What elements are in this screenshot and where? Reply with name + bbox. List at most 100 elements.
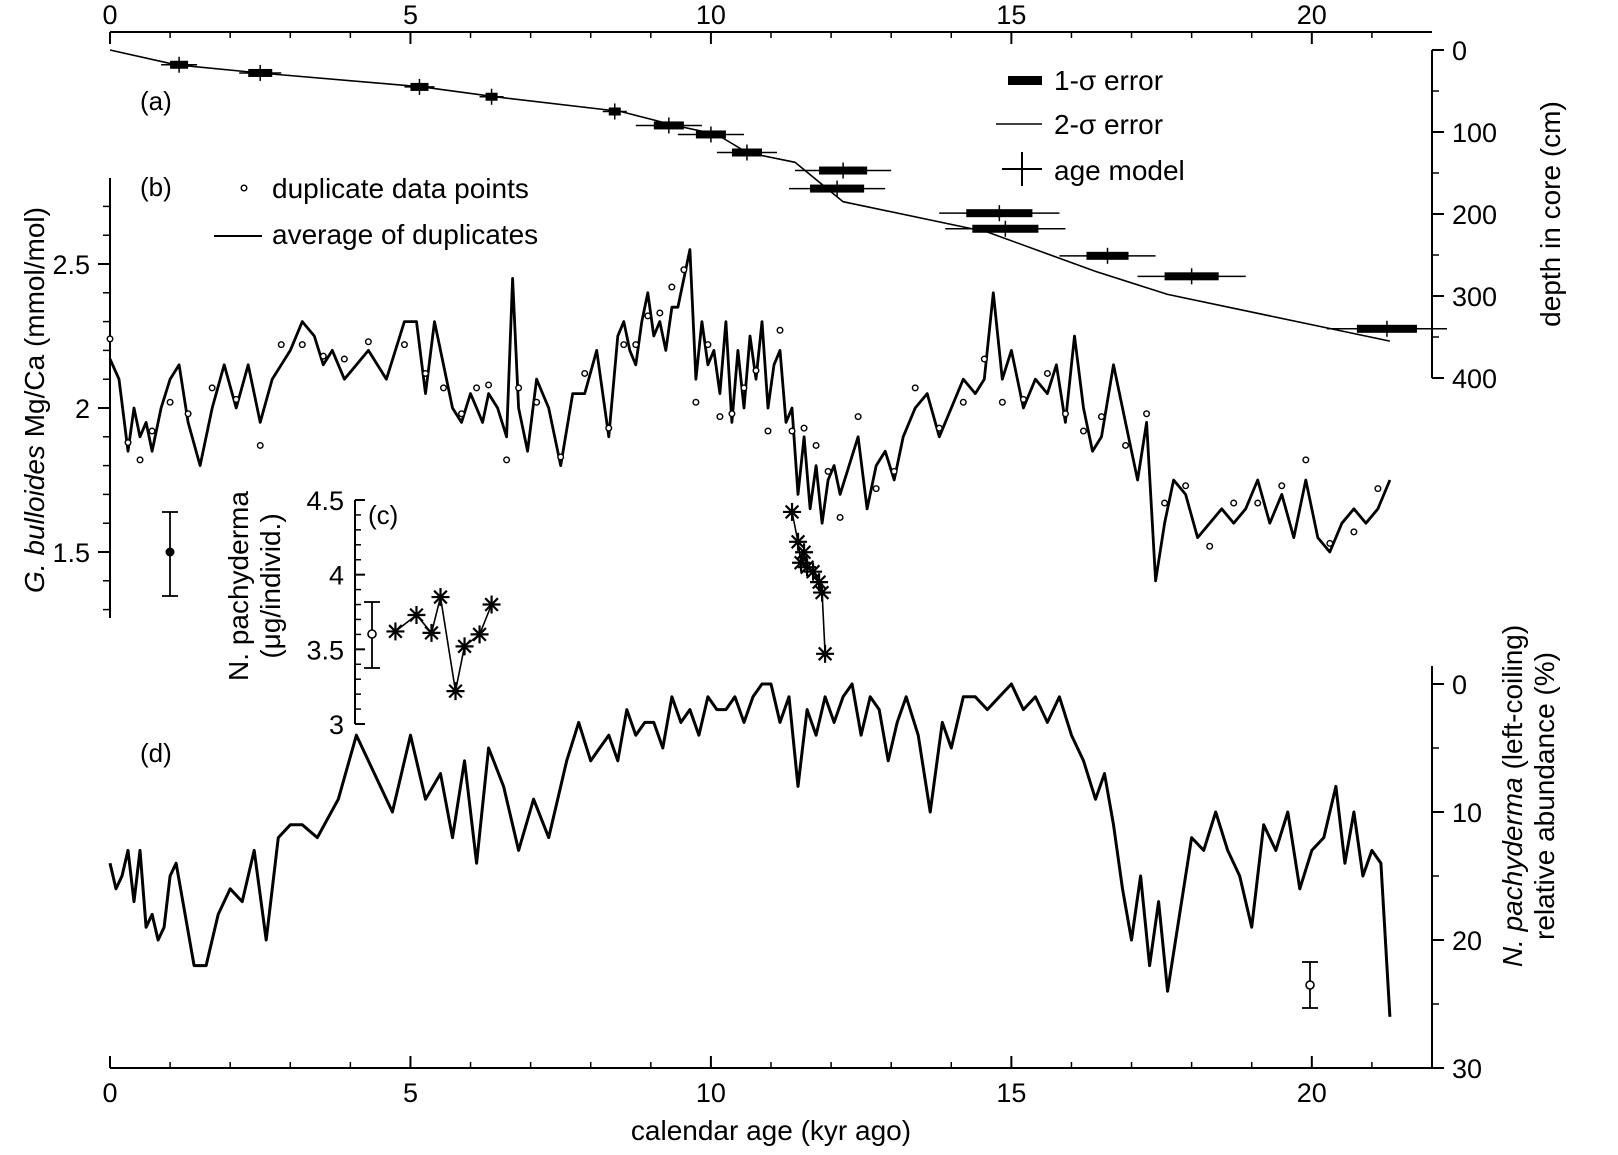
mgca-duplicate-point xyxy=(106,335,114,343)
mgca-tick-label: 2.5 xyxy=(52,250,90,280)
legend-one-sigma-label: 1-σ error xyxy=(1054,65,1163,96)
top-x-tick-label: 10 xyxy=(696,0,726,30)
weight-line-early xyxy=(394,596,493,692)
mgca-duplicate-point xyxy=(298,341,306,349)
mgca-duplicate-point xyxy=(277,341,285,349)
mgca-duplicate-point xyxy=(692,398,700,406)
mgca-duplicate-point xyxy=(1079,427,1087,435)
mgca-duplicate-point xyxy=(824,467,832,475)
mgca-duplicate-point xyxy=(890,467,898,475)
abundance-axis-title-italic: N. pachyderma xyxy=(1497,777,1528,967)
weight-point xyxy=(386,622,405,641)
weight-point xyxy=(813,583,832,602)
mgca-axis-title-italic: G. bulloides xyxy=(19,445,50,593)
depth-tick-label: 100 xyxy=(1452,118,1497,148)
weight-point-arm xyxy=(388,624,403,639)
weight-tick-label: 4 xyxy=(329,561,344,591)
abundance-axis-title-1: N. pachyderma (left-coiling) xyxy=(1497,625,1528,967)
abundance-axis-title-2: relative abundance (%) xyxy=(1529,652,1560,940)
top-x-tick-label: 0 xyxy=(102,0,117,30)
top-x-tick-label: 20 xyxy=(1297,0,1327,30)
legend-average-label: average of duplicates xyxy=(272,219,538,250)
weight-point xyxy=(455,637,474,656)
mgca-duplicate-point xyxy=(319,352,327,360)
mgca-duplicate-point xyxy=(503,456,511,464)
mgca-duplicate-point xyxy=(854,413,862,421)
mgca-duplicate-point xyxy=(812,441,820,449)
weight-point-arm xyxy=(796,545,812,560)
mgca-duplicate-point xyxy=(364,338,372,346)
mgca-duplicate-point xyxy=(632,341,640,349)
weight-point xyxy=(431,588,450,607)
mgca-duplicate-point xyxy=(515,384,523,392)
weight-axis-title-2: (μg/individ.) xyxy=(255,513,286,658)
mgca-duplicate-point xyxy=(752,367,760,375)
mgca-duplicate-point xyxy=(668,283,676,291)
mgca-duplicate-point xyxy=(136,456,144,464)
weight-point-arm xyxy=(424,625,439,641)
weight-point xyxy=(804,562,823,581)
mgca-duplicate-point xyxy=(1061,410,1069,418)
mgca-average-line xyxy=(108,248,1392,583)
mgca-duplicate-point xyxy=(1326,539,1334,547)
mgca-duplicate-point xyxy=(704,341,712,349)
panel-d-label: (d) xyxy=(140,738,172,768)
mgca-duplicate-point xyxy=(1230,499,1238,507)
mgca-duplicate-point xyxy=(1043,369,1051,377)
mgca-duplicate-point xyxy=(728,410,736,418)
weight-point xyxy=(422,623,441,642)
bottom-x-tick-label: 0 xyxy=(102,1078,117,1108)
mgca-duplicate-point xyxy=(1019,395,1027,403)
abundance-tick-label: 10 xyxy=(1452,798,1482,828)
abundance-tick-label: 30 xyxy=(1452,1054,1482,1084)
mgca-duplicate-point xyxy=(184,410,192,418)
mgca-tick-label: 2 xyxy=(75,394,90,424)
weight-point xyxy=(783,502,802,521)
mgca-duplicate-point xyxy=(1254,499,1262,507)
legend-two-sigma-label: 2-σ error xyxy=(1054,109,1163,140)
weight-point xyxy=(407,605,426,624)
mgca-duplicate-point xyxy=(581,369,589,377)
mgca-duplicate-point xyxy=(208,384,216,392)
bottom-x-tick-label: 15 xyxy=(996,1078,1026,1108)
weight-point xyxy=(795,543,814,562)
mgca-duplicate-point xyxy=(400,341,408,349)
abundance-tick-label: 20 xyxy=(1452,926,1482,956)
mgca-tick-label: 1.5 xyxy=(52,538,90,568)
mgca-duplicate-point xyxy=(148,427,156,435)
depth-tick-label: 400 xyxy=(1452,364,1497,394)
weight-point-arm xyxy=(814,585,830,600)
mgca-duplicate-point xyxy=(440,384,448,392)
abundance-tick-label: 0 xyxy=(1452,670,1467,700)
weight-point xyxy=(810,573,829,592)
mgca-duplicate-point xyxy=(800,424,808,432)
mgca-duplicate-point xyxy=(1350,528,1358,536)
weight-error-point xyxy=(367,629,377,639)
depth-tick-label: 300 xyxy=(1452,282,1497,312)
mgca-duplicate-point xyxy=(421,369,429,377)
series-layer xyxy=(106,49,1448,1017)
mgca-duplicate-point xyxy=(644,312,652,320)
mgca-duplicate-point xyxy=(605,424,613,432)
mgca-duplicate-point xyxy=(716,413,724,421)
mgca-duplicate-point xyxy=(980,355,988,363)
mgca-duplicate-point xyxy=(776,326,784,334)
weight-point xyxy=(446,682,465,701)
weight-point-arm xyxy=(790,534,806,549)
mgca-duplicate-point xyxy=(788,427,796,435)
mgca-duplicate-point xyxy=(1278,482,1286,490)
mgca-duplicate-point xyxy=(473,384,481,392)
depth-tick-label: 0 xyxy=(1452,36,1467,66)
abundance-line xyxy=(108,682,1392,1017)
mgca-error-point xyxy=(165,547,175,557)
legend-one-sigma-swatch xyxy=(1008,76,1042,85)
mgca-duplicate-point xyxy=(935,424,943,432)
weight-tick-label: 3.5 xyxy=(306,635,344,665)
weight-point-arm xyxy=(484,597,499,612)
mgca-duplicate-point xyxy=(872,485,880,493)
mgca-duplicate-point xyxy=(620,341,628,349)
legend-age-model-label: age model xyxy=(1054,155,1185,186)
mgca-duplicate-point xyxy=(680,266,688,274)
mgca-duplicate-point xyxy=(166,398,174,406)
mgca-duplicate-point xyxy=(656,309,664,317)
